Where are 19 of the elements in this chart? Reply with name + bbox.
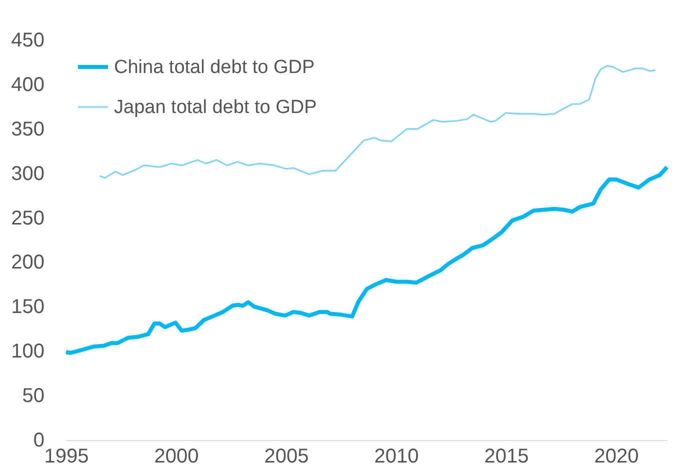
legend-label: China total debt to GDP bbox=[114, 57, 315, 78]
x-tick-label: 2005 bbox=[264, 446, 309, 468]
y-tick-label: 300 bbox=[11, 162, 44, 185]
y-tick-label: 150 bbox=[11, 296, 44, 318]
line-series bbox=[64, 165, 669, 355]
x-tick-label: 1995 bbox=[44, 446, 89, 468]
legend-label: Japan total debt to GDP bbox=[114, 97, 317, 118]
y-tick-label: 400 bbox=[11, 74, 44, 96]
y-tick-label: 250 bbox=[11, 207, 44, 230]
y-tick-label: 350 bbox=[11, 118, 44, 140]
x-tick-label: 2010 bbox=[374, 446, 419, 468]
y-tick-label: 200 bbox=[11, 252, 44, 274]
y-tick-label: 450 bbox=[11, 30, 44, 52]
y-tick-label: 0 bbox=[33, 430, 44, 452]
x-tick-label: 2020 bbox=[594, 446, 639, 468]
y-tick-label: 50 bbox=[22, 385, 44, 408]
x-tick-label: 2000 bbox=[154, 446, 199, 468]
y-tick-label: 100 bbox=[11, 340, 44, 363]
x-tick-label: 2015 bbox=[484, 446, 529, 468]
